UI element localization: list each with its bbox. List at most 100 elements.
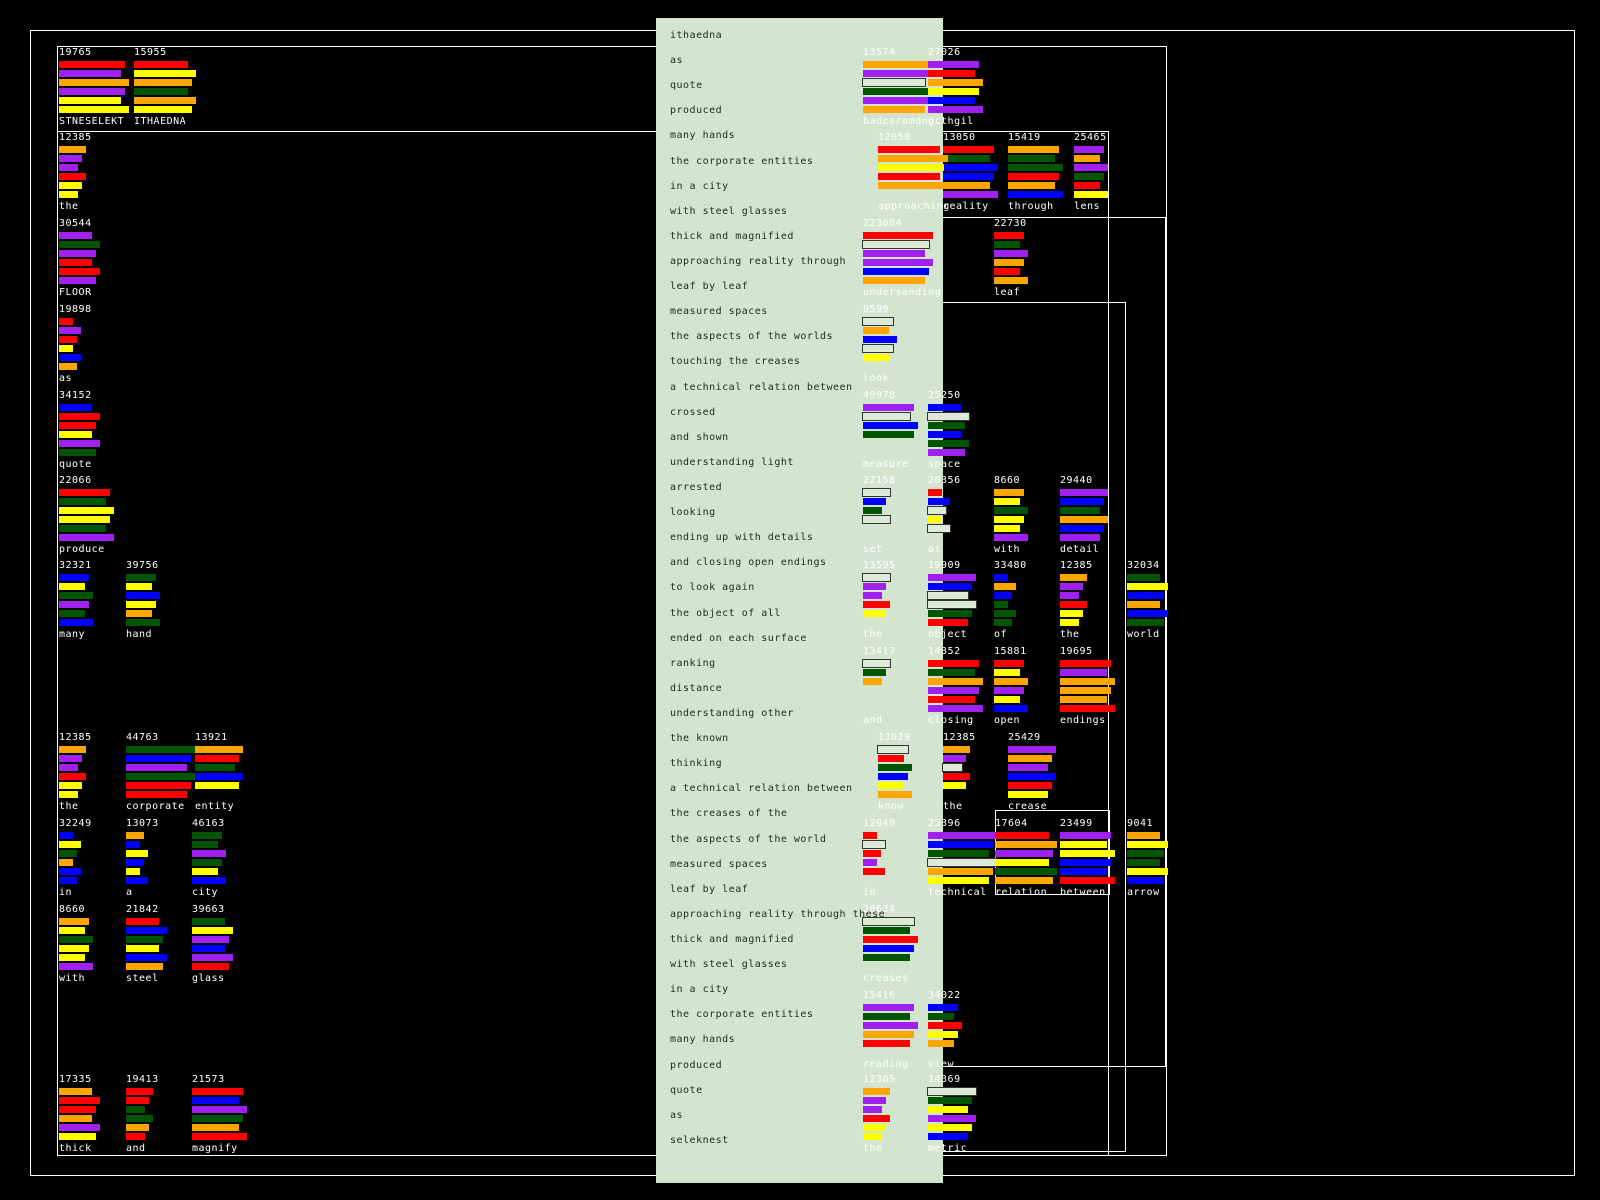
word-count: 13073 [126,818,159,829]
color-bar [59,318,73,325]
color-bar [994,259,1024,266]
word-label: closing [928,715,974,726]
color-bar [928,850,989,857]
color-bar [126,782,191,789]
word-glyph: 13073 a [126,818,204,898]
word-glyph: 25429 crease [1008,732,1086,812]
panel-line: the corporate entities [670,1009,814,1021]
color-bar [126,927,167,934]
word-count: 28634 [863,904,896,915]
word-glyph: 23499 between [1060,818,1138,898]
word-glyph: 19765 STNESELEKT [59,47,137,127]
color-bar [59,918,89,925]
color-bar [1060,516,1108,523]
color-bar [863,1004,914,1011]
color-bar [995,850,1053,857]
word-label: lens [1074,201,1101,212]
color-bar [1008,791,1048,798]
panel-line: thick and magnified [670,230,794,242]
color-bar [863,1115,890,1122]
color-bar [995,859,1049,866]
color-bar [928,516,942,523]
color-bar [863,88,933,95]
word-label: at [928,544,942,555]
color-bar [192,1124,239,1131]
color-bar [59,1133,96,1140]
color-bar [994,534,1028,541]
color-bar [59,534,114,541]
word-count: 15881 [994,646,1027,657]
panel-line: with steel glasses [670,205,788,217]
color-bar [1127,841,1168,848]
word-glyph: 9041 arrow [1127,818,1205,898]
word-glyph: 22066 produce [59,475,137,555]
panel-line: arrested [670,482,723,493]
color-bar [863,250,925,257]
color-bar [863,859,877,866]
color-bar [994,507,1028,514]
color-bar [863,601,890,608]
panel-line: leaf by leaf [670,883,749,895]
color-bar [59,164,78,171]
word-glyph: 32321 many [59,560,137,640]
word-glyph: 25465 lens [1074,132,1152,212]
word-label: in [863,887,877,898]
word-label: detail [1060,544,1100,555]
word-count: 39756 [126,560,159,571]
color-bar [928,70,975,77]
color-bar [943,155,990,162]
panel-line: the aspects of the world [670,833,827,845]
color-bar [59,70,121,77]
word-count: 14352 [928,646,961,657]
color-bar [863,327,889,334]
panel-line: to look again [670,582,755,594]
color-bar [1008,764,1048,771]
color-bar [863,1133,882,1140]
color-bar [927,1087,977,1096]
color-bar [927,858,998,867]
color-bar [863,61,933,68]
word-label: between [1060,887,1106,898]
word-glyph: 17604 relation [995,818,1073,898]
color-bar [192,841,218,848]
color-bar [1008,782,1052,789]
color-bar [59,1097,100,1104]
word-glyph: 30544 FLOOR [59,218,137,298]
word-glyph: 25250 space [927,390,1006,470]
word-count: 29440 [1060,475,1093,486]
color-bar [192,1088,243,1095]
color-bar [59,155,82,162]
color-bar [862,917,915,926]
color-bar [59,449,96,456]
color-bar [928,619,968,626]
word-glyph: 12385 the [942,732,1021,812]
color-bar [134,106,192,113]
word-label: steel [126,973,159,984]
word-glyph: 9599 look [862,304,941,384]
color-bar [126,850,148,857]
color-bar [994,250,1028,257]
word-label: through [1008,201,1054,212]
color-bar [1074,191,1108,198]
panel-line: measured spaces [670,858,768,870]
color-bar [126,773,195,780]
color-bar [863,832,877,839]
word-glyph: 223084 undersanding [862,218,941,298]
word-count: 12385 [59,732,92,743]
word-count: 19898 [59,304,92,315]
word-count: 15955 [134,47,167,58]
panel-line: as [670,55,684,67]
color-bar [863,1040,910,1047]
word-count: 17604 [995,818,1028,829]
word-count: 21573 [192,1074,225,1085]
color-bar [1008,173,1059,180]
word-label: hand [126,629,153,640]
word-glyph: 33480 of [994,560,1072,640]
panel-line: many hands [670,1034,736,1046]
word-count: 19765 [59,47,92,58]
word-label: world [1127,629,1160,640]
word-count: 8660 [59,904,86,915]
word-count: 25250 [928,390,961,401]
color-bar [928,1031,958,1038]
color-bar [1060,507,1100,514]
